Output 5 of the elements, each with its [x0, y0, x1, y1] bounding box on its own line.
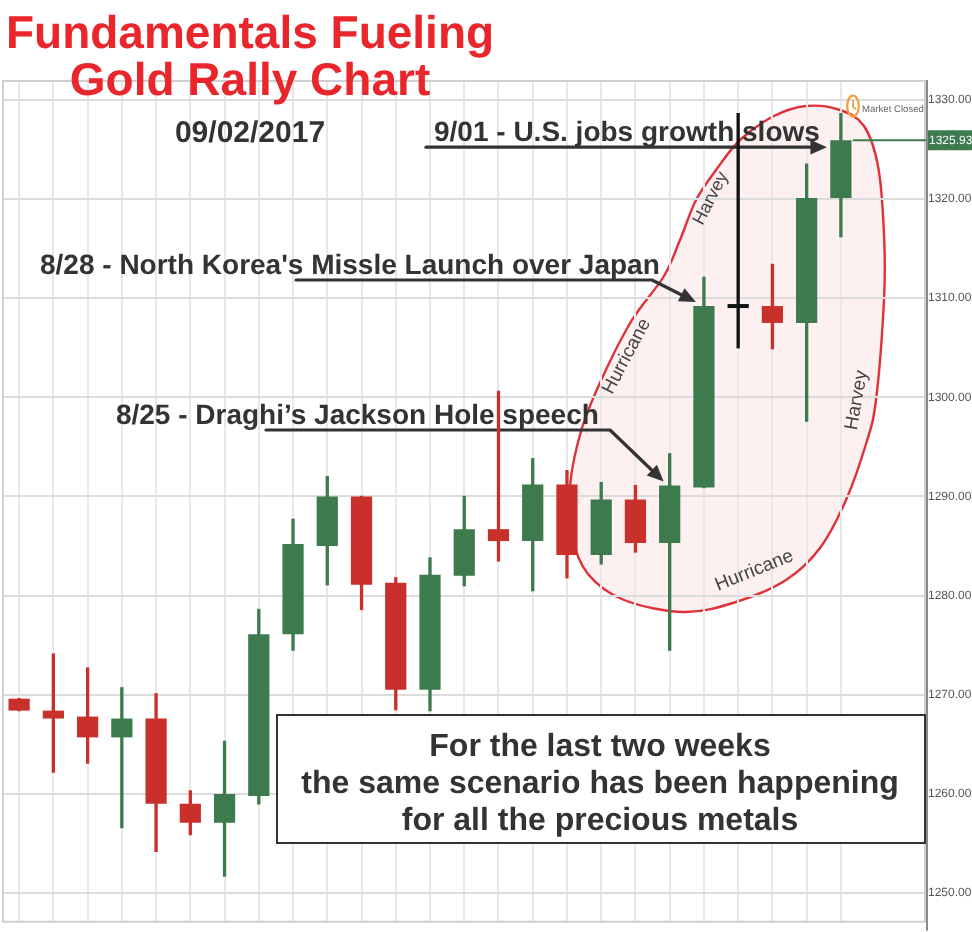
- text: 09/02/2017: [174, 116, 326, 150]
- chart-title: Fundamentals Fueling Gold Rally Chart: [5, 6, 495, 105]
- annotation: 8/28 - North Korea's Missle Launch over Japan: [40, 248, 660, 280]
- annotation: For the last two weeks the same scenario has been happening for all the precious metals: [301, 730, 899, 838]
- annotation: Harvey: [840, 368, 874, 432]
